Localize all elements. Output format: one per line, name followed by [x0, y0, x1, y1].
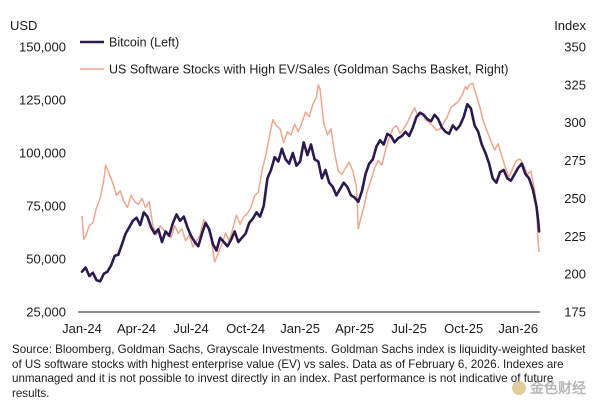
left-tick-label: 75,000: [26, 199, 66, 214]
right-tick-label: 200: [564, 267, 586, 282]
legend: Bitcoin (Left) US Software Stocks with H…: [80, 36, 508, 77]
series-line-bitcoin: [80, 102, 541, 283]
series-layer: [80, 82, 541, 283]
watermark-logo-icon: [512, 381, 526, 395]
right-tick-label: 175: [564, 305, 586, 320]
source-note: Source: Bloomberg, Goldman Sachs, Graysc…: [12, 343, 586, 400]
chart: USD Index 25,000 50,000 75,000 100,000 125,0…: [10, 18, 586, 336]
series-line-software: [81, 82, 540, 263]
left-axis-title: USD: [10, 18, 37, 33]
legend-label-software: US Software Stocks with High EV/Sales (G…: [109, 63, 508, 77]
left-tick-label: 150,000: [19, 40, 66, 55]
left-axis: 25,000 50,000 75,000 100,000 125,000 150,000: [19, 40, 66, 320]
x-tick-label: Oct-24: [226, 321, 265, 336]
x-tick-label: Apr-25: [335, 321, 374, 336]
left-tick-label: 50,000: [26, 252, 66, 267]
legend-label-bitcoin: Bitcoin (Left): [109, 36, 179, 50]
x-tick-label: Jan-24: [62, 321, 102, 336]
left-tick-label: 125,000: [19, 93, 66, 108]
watermark: 金色财经: [512, 378, 586, 398]
x-tick-label: Jan-26: [498, 321, 538, 336]
right-tick-label: 250: [564, 191, 586, 206]
right-axis: 175 200 225 250 275 300 325 350: [564, 40, 586, 320]
right-tick-label: 325: [564, 77, 586, 92]
right-axis-title: Index: [554, 18, 586, 33]
watermark-text: 金色财经: [530, 380, 586, 396]
x-tick-label: Oct-25: [444, 321, 483, 336]
x-tick-label: Apr-24: [117, 321, 156, 336]
x-tick-label: Jul-24: [173, 321, 208, 336]
x-axis: Jan-24 Apr-24 Jul-24 Oct-24 Jan-25 Apr-25 Jul-…: [62, 321, 538, 336]
right-tick-label: 350: [564, 40, 586, 55]
x-tick-label: Jul-25: [391, 321, 426, 336]
left-tick-label: 100,000: [19, 146, 66, 161]
x-tick-label: Jan-25: [280, 321, 320, 336]
right-tick-label: 275: [564, 153, 586, 168]
left-tick-label: 25,000: [26, 305, 66, 320]
right-tick-label: 225: [564, 229, 586, 244]
right-tick-label: 300: [564, 115, 586, 130]
